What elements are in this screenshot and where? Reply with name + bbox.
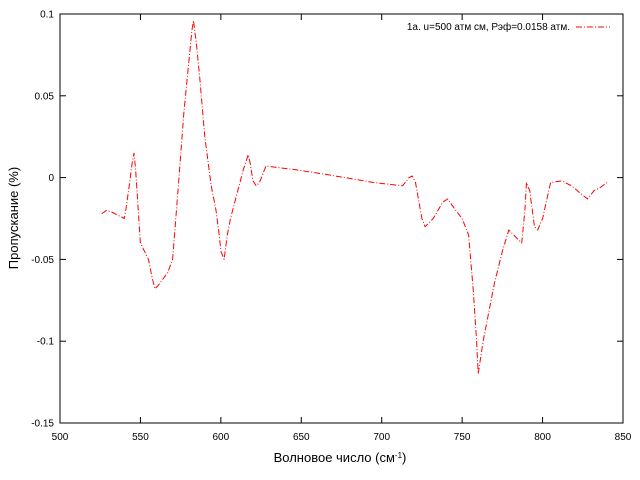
series-line [101,20,608,375]
y-tick-label: -0.15 [31,419,54,430]
legend-label: 1а. u=500 атм см, Рэф=0.0158 атм. [407,21,570,33]
x-tick-label: 800 [534,432,551,443]
x-axis-label: Волновое число (см-1) [274,450,407,465]
x-tick-label: 850 [615,432,632,443]
y-tick-label: 0 [48,173,54,184]
y-tick-label: -0.1 [37,337,55,348]
y-axis-label: Пропускание (%) [6,167,21,269]
series-layer [101,20,608,375]
y-tick-label: -0.05 [31,255,54,266]
x-tick-label: 700 [373,432,390,443]
y-axis-ticks: -0.15 -0.1 -0.05 0 0.05 0.1 [31,10,623,430]
x-tick-label: 550 [132,432,149,443]
y-tick-label: 0.1 [40,10,54,21]
x-tick-label: 600 [213,432,230,443]
y-tick-label: 0.05 [35,91,55,102]
x-tick-label: 500 [52,432,69,443]
legend: 1а. u=500 атм см, Рэф=0.0158 атм. [407,21,610,33]
plot-frame [59,13,624,424]
x-tick-label: 750 [454,432,471,443]
x-axis-ticks: 500 550 600 650 700 750 800 850 [52,14,632,443]
x-tick-label: 650 [293,432,310,443]
